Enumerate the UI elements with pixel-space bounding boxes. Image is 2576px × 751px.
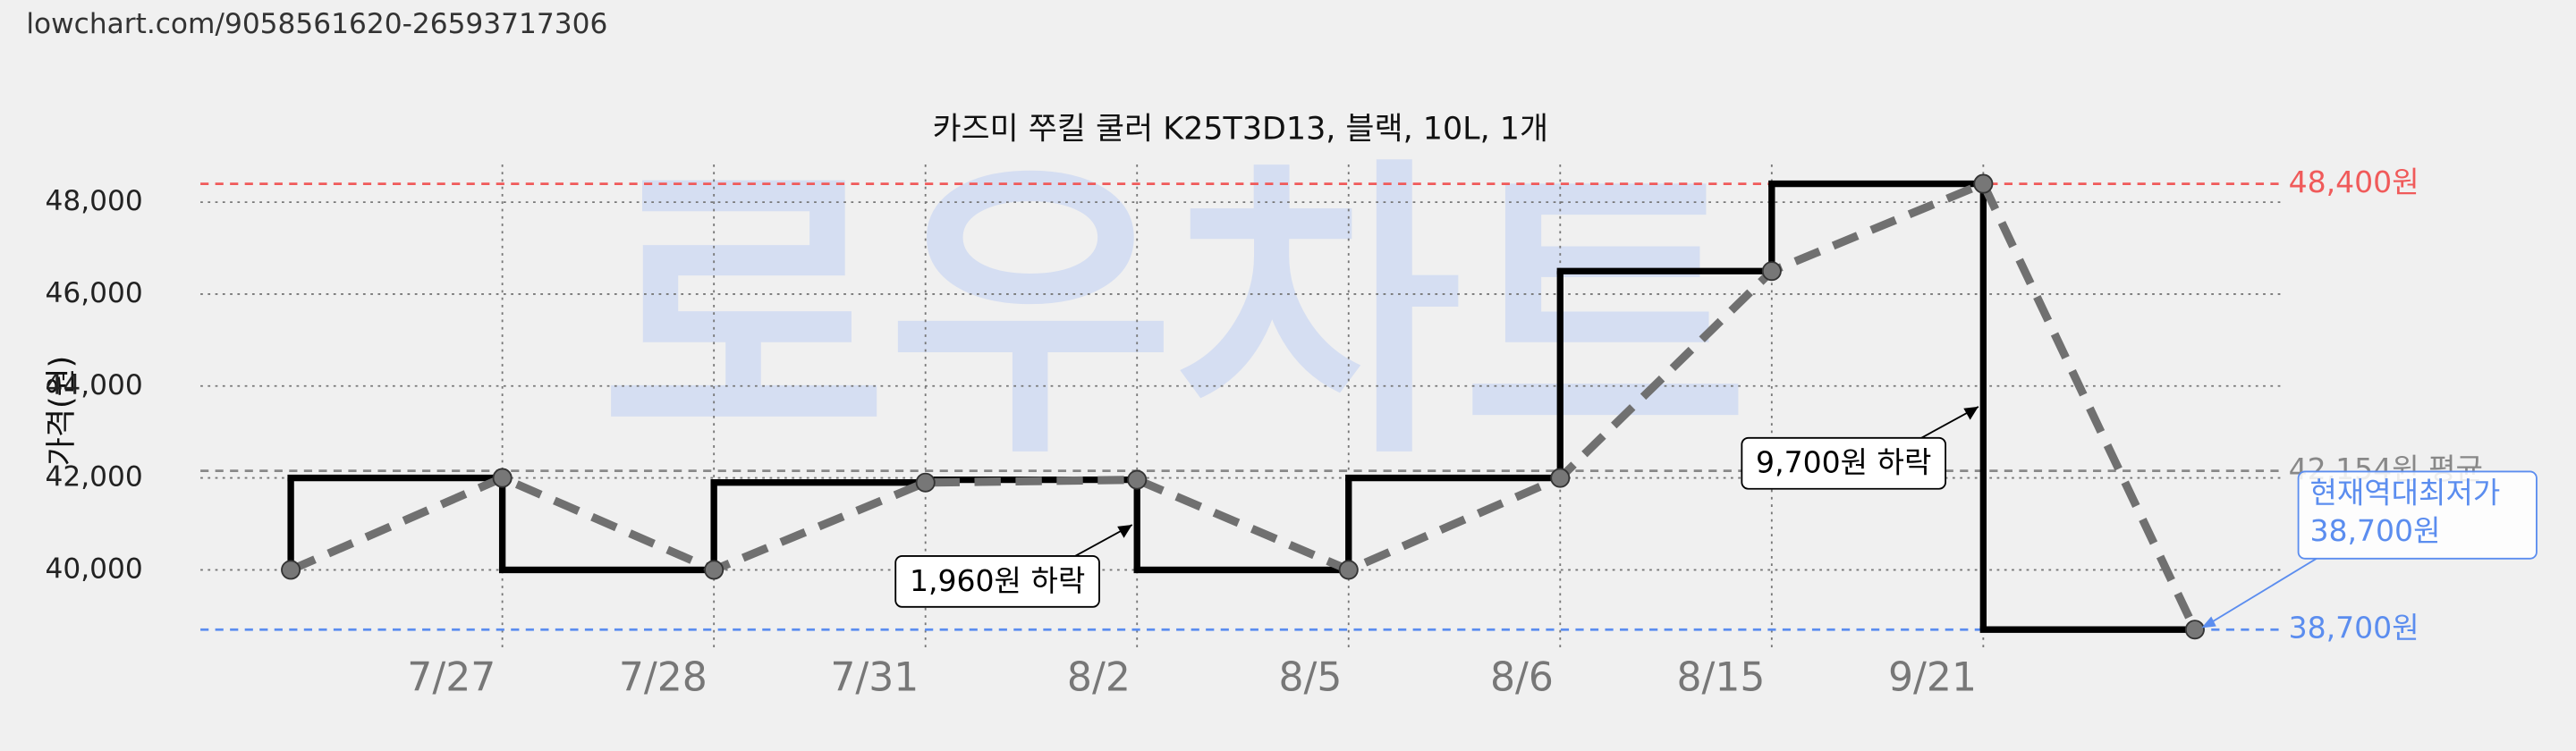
x-tick-label: 9/21 (1888, 655, 1977, 701)
annotation-box (894, 554, 1100, 608)
point-marker (1761, 261, 1782, 282)
point-marker (1127, 469, 1148, 490)
annotation-box (1741, 436, 1947, 490)
x-tick-label: 8/2 (1067, 655, 1131, 701)
reference-label: 38,700원 (2289, 611, 2419, 646)
point-marker (1550, 468, 1571, 488)
watermark: 로우차트 (600, 133, 1749, 496)
callout-arrow (2204, 558, 2318, 628)
callout-arrow-head (2201, 616, 2216, 629)
point-marker (2184, 620, 2205, 640)
x-tick-label: 8/15 (1676, 655, 1765, 701)
x-tick-label: 8/5 (1278, 655, 1342, 701)
callout-title: 현재역대최저가 (2309, 476, 2500, 511)
y-tick-label: 48,000 (46, 185, 143, 217)
point-marker (492, 468, 513, 488)
point-marker (1338, 560, 1359, 580)
x-tick-label: 7/28 (619, 655, 708, 701)
annotation-text: 9,700원 하락 (1756, 445, 1931, 480)
arrow-head (1117, 525, 1132, 538)
point-marker (704, 560, 724, 580)
callout-value: 38,700원 (2309, 513, 2440, 548)
y-tick-label: 42,000 (46, 461, 143, 494)
point-marker (915, 472, 936, 493)
point-marker (1973, 173, 1994, 194)
y-tick-label: 40,000 (46, 553, 143, 585)
y-tick-label: 46,000 (46, 277, 143, 309)
arrow-head (1963, 406, 1979, 420)
x-tick-label: 8/6 (1490, 655, 1554, 701)
x-tick-label: 7/31 (830, 655, 919, 701)
point-marker (281, 560, 301, 580)
y-axis-label: 가격(원) (44, 356, 80, 466)
annotation-text: 1,960원 하락 (910, 563, 1085, 598)
y-tick-label: 44,000 (46, 369, 143, 401)
url: lowchart.com/9058561620-26593717306 (26, 8, 607, 40)
trend-line (289, 178, 2199, 632)
plot-area: 40,000 42,000 44,000 46,000 48,000 7/27 7/28 7/… (46, 164, 2538, 701)
callout-box (2297, 470, 2538, 560)
reference-label: 48,400원 (2289, 165, 2419, 199)
x-tick-label: 7/27 (407, 655, 496, 701)
chart-title: 카즈미 쭈킬 쿨러 K25T3D13, 블랙, 10L, 1개 (932, 111, 1548, 147)
